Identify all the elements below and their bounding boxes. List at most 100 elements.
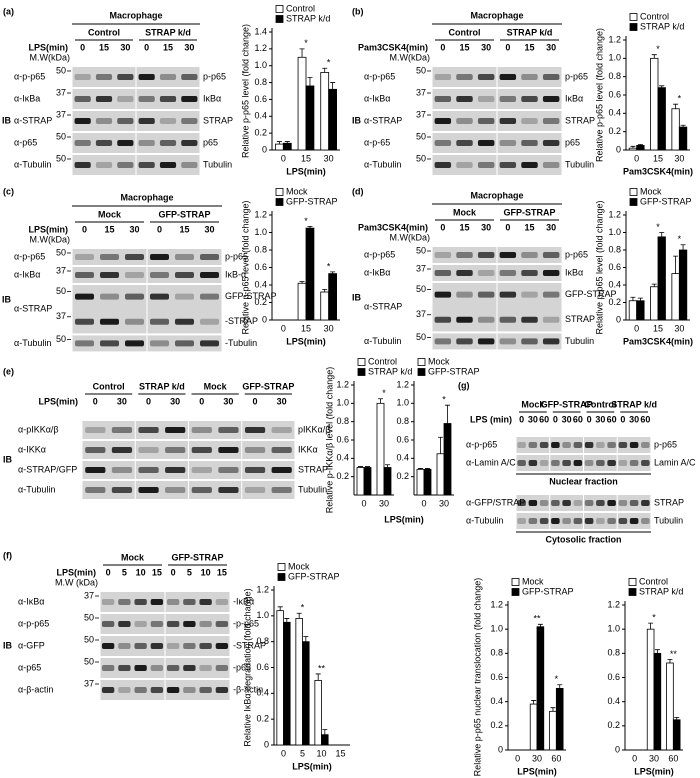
lane-label: 30	[184, 42, 194, 52]
band-label: p-p65	[565, 249, 588, 259]
bar	[671, 273, 680, 321]
blot-band	[521, 140, 538, 146]
lane-label: 0	[505, 42, 510, 52]
blot-band	[150, 254, 169, 260]
y-tick-label: 1.2	[608, 209, 621, 219]
blot-background	[147, 285, 222, 334]
lane-label: 5	[187, 567, 192, 577]
blot-band	[191, 427, 212, 433]
y-tick-label: 1.0	[608, 227, 621, 237]
error-bar	[303, 636, 309, 642]
legend-swatch	[629, 188, 638, 196]
blot-band	[629, 460, 639, 466]
legend-label: Mock	[288, 561, 310, 571]
band-label: -IκBα	[233, 596, 254, 606]
y-tick-label: 0.4	[490, 696, 503, 706]
lane-label: 0	[144, 42, 149, 52]
blot-band	[95, 162, 113, 168]
legend-swatch	[417, 358, 426, 366]
error-bar	[296, 612, 302, 619]
blot-band	[138, 467, 159, 473]
group-label: Control	[93, 381, 125, 391]
row-label: α-Tubulin	[466, 515, 503, 525]
bar	[657, 87, 666, 151]
blot-band	[85, 447, 106, 453]
blot-band	[528, 500, 538, 506]
blot-background	[82, 461, 135, 479]
bar	[274, 143, 284, 151]
blot-background	[165, 680, 230, 700]
legend-swatch	[275, 15, 284, 23]
x-tick-label: 0	[361, 498, 366, 508]
y-axis-label: Relative p-p65 level (fold change)	[594, 200, 604, 334]
blot-band	[434, 74, 452, 80]
error-bar	[307, 77, 313, 86]
blot-band	[596, 518, 605, 524]
blot-band	[596, 500, 605, 506]
mw-marker: 37	[416, 109, 426, 119]
bar	[376, 402, 385, 496]
blot-band	[499, 338, 517, 345]
x-tick-label: 10	[316, 748, 326, 758]
bar	[636, 145, 645, 151]
blot-band	[118, 599, 131, 605]
lane-label: 10	[201, 567, 211, 577]
band-label: IκBα	[565, 93, 583, 103]
blot-band	[456, 316, 473, 323]
legend-swatch	[629, 198, 638, 206]
legend-label: STRAP k/d	[368, 366, 412, 376]
blot-band	[521, 96, 538, 102]
blot-band	[521, 74, 538, 80]
row-label: α-IκBα	[14, 269, 40, 279]
lane-label: 15	[104, 224, 114, 234]
lane-label: 0	[106, 567, 111, 577]
blot-band	[101, 599, 115, 605]
blot-background	[82, 421, 135, 439]
band-label: -Tubulin	[225, 338, 257, 348]
blot-band	[456, 338, 473, 345]
bar	[549, 710, 557, 751]
ib-label: IB	[2, 115, 12, 125]
legend-label: GFP-STRAP	[522, 586, 574, 596]
row-label: α-GFP	[18, 640, 45, 650]
significance: *	[555, 674, 559, 684]
lane-label: 15	[524, 222, 534, 232]
mw-marker: 50	[84, 656, 94, 666]
blot-band	[271, 427, 292, 433]
error-bar	[659, 232, 665, 237]
blot-band	[159, 96, 177, 102]
x-tick-label: 5	[300, 748, 305, 758]
blot-band	[542, 96, 560, 102]
blot-band	[175, 272, 194, 278]
bar	[383, 467, 392, 496]
blot-band	[521, 252, 538, 258]
bar	[314, 680, 322, 746]
row-label: α-Tubulin	[364, 159, 401, 169]
blot-band	[456, 74, 473, 80]
blot-band	[434, 316, 452, 323]
blot-band	[134, 643, 147, 649]
significance: *	[304, 216, 308, 226]
blot-band	[134, 599, 147, 605]
blot-band	[618, 460, 628, 466]
row-label: α-Tubulin	[364, 336, 401, 346]
x-tick-label: 0	[281, 153, 286, 163]
band-label: p65	[565, 137, 580, 147]
mw-marker: 37	[56, 87, 66, 97]
error-bar	[537, 623, 543, 627]
bar	[657, 236, 666, 321]
blot-band	[199, 687, 212, 693]
row-label: α-pIKKα/β	[18, 424, 59, 434]
blot-band	[244, 447, 266, 453]
blot-band	[542, 162, 560, 168]
blot-background	[242, 481, 295, 499]
error-bar	[385, 464, 390, 468]
bar	[678, 126, 688, 151]
blot-band	[562, 460, 571, 466]
blot-band	[150, 340, 169, 347]
legend-label: Control	[640, 11, 669, 21]
blot-band	[539, 460, 549, 466]
band-label: STRAP	[565, 115, 595, 125]
blot-band	[75, 272, 94, 278]
legend-label: Mock	[640, 186, 662, 196]
